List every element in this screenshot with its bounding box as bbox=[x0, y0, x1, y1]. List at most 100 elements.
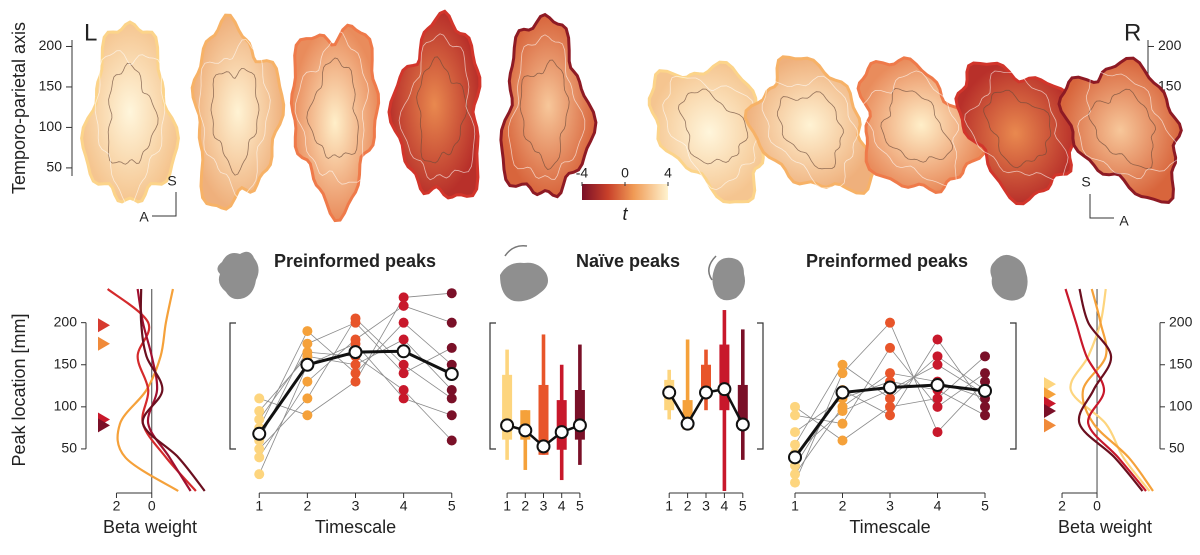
peak-point bbox=[398, 292, 409, 303]
peak-point bbox=[446, 288, 457, 299]
median-point bbox=[500, 418, 515, 433]
colorbar-label: t bbox=[622, 204, 628, 224]
brain-map bbox=[387, 9, 482, 200]
peak-point bbox=[885, 393, 895, 404]
peak-point bbox=[254, 393, 265, 404]
contour bbox=[416, 56, 468, 164]
iqr-box bbox=[701, 364, 711, 396]
beta-curve bbox=[1064, 288, 1147, 492]
mean-point bbox=[396, 344, 411, 359]
peak-point bbox=[837, 368, 848, 379]
iqr-box bbox=[682, 400, 693, 430]
orientation-axes bbox=[152, 192, 177, 217]
orientation-label: S bbox=[167, 173, 176, 189]
x-tick-label: 4 bbox=[934, 498, 942, 514]
rotation-arrow bbox=[708, 255, 717, 281]
x-axis-label: Timescale bbox=[849, 517, 930, 537]
contour bbox=[306, 57, 359, 159]
panel-title: Naïve peaks bbox=[576, 251, 680, 271]
iqr-box bbox=[737, 384, 748, 420]
y-tick-label: 150 bbox=[54, 355, 78, 371]
contour bbox=[398, 33, 476, 181]
peak-point bbox=[837, 435, 848, 446]
peak-point bbox=[446, 342, 457, 353]
peak-point bbox=[350, 376, 361, 387]
peak-point bbox=[932, 427, 943, 438]
contour bbox=[964, 70, 1069, 181]
peak-point bbox=[932, 393, 943, 404]
peak-point bbox=[837, 359, 848, 370]
mean-point bbox=[348, 345, 363, 360]
peak-point bbox=[837, 406, 848, 417]
peak-point bbox=[446, 393, 457, 404]
x-tick-label: 5 bbox=[448, 498, 456, 514]
peak-point bbox=[350, 313, 361, 324]
contour bbox=[662, 75, 758, 191]
x-tick-label: 0 bbox=[1093, 498, 1101, 514]
peak-point bbox=[932, 401, 943, 412]
median-point bbox=[662, 385, 677, 400]
median-point bbox=[572, 418, 587, 433]
brain-map bbox=[499, 12, 598, 199]
panel-title: Preinformed peaks bbox=[806, 251, 968, 271]
bracket bbox=[1010, 322, 1017, 450]
peak-point bbox=[932, 334, 943, 345]
iqr-box bbox=[574, 390, 585, 440]
mean-point bbox=[883, 380, 897, 395]
y-tick-label: 50 bbox=[61, 440, 77, 456]
y-tick-label: 150 bbox=[39, 78, 63, 94]
mean-point bbox=[252, 426, 267, 441]
mean-point bbox=[788, 450, 802, 465]
x-tick-label: 1 bbox=[255, 498, 263, 514]
hemisphere-label: L bbox=[84, 19, 97, 46]
bracket bbox=[489, 322, 496, 450]
bracket bbox=[229, 322, 236, 450]
brain-map bbox=[80, 20, 180, 204]
y-tick-label: 150 bbox=[1169, 355, 1193, 371]
mean-point bbox=[835, 385, 850, 400]
contour bbox=[1087, 88, 1157, 170]
x-tick-label: 2 bbox=[1058, 498, 1066, 514]
colorbar bbox=[582, 184, 668, 200]
x-tick-label: 3 bbox=[352, 498, 360, 514]
whisker bbox=[523, 410, 528, 470]
contour bbox=[880, 87, 954, 163]
x-tick-label: 2 bbox=[303, 498, 311, 514]
peak-marker bbox=[98, 318, 110, 333]
peak-point bbox=[837, 418, 848, 429]
median-point bbox=[518, 423, 533, 438]
peak-point bbox=[446, 410, 457, 421]
peak-point bbox=[885, 342, 895, 353]
peak-point bbox=[980, 401, 990, 412]
x-tick-label: 1 bbox=[791, 498, 799, 514]
peak-point bbox=[980, 368, 990, 379]
contour bbox=[860, 70, 960, 188]
x-axis-label: Beta weight bbox=[103, 517, 197, 537]
peak-point bbox=[980, 376, 990, 387]
median-point bbox=[536, 439, 551, 454]
peak-point bbox=[398, 393, 409, 404]
mean-point bbox=[444, 367, 459, 382]
x-tick-label: 1 bbox=[665, 498, 673, 514]
orientation-axes bbox=[1089, 194, 1114, 219]
peak-marker bbox=[98, 418, 110, 433]
peak-point bbox=[790, 401, 800, 412]
peak-point bbox=[254, 406, 265, 417]
x-tick-label: 5 bbox=[739, 498, 747, 514]
whisker bbox=[685, 339, 690, 430]
x-tick-label: 2 bbox=[684, 498, 692, 514]
bracket bbox=[757, 322, 764, 450]
y-tick-label: 200 bbox=[39, 37, 63, 53]
brain-map bbox=[647, 60, 771, 204]
peak-point bbox=[446, 385, 457, 395]
peak-point bbox=[790, 469, 800, 480]
contour bbox=[677, 88, 749, 165]
peak-point bbox=[254, 443, 265, 454]
median-point bbox=[717, 382, 732, 397]
peak-point bbox=[254, 469, 265, 480]
x-tick-label: 3 bbox=[702, 498, 710, 514]
hemisphere-label: R bbox=[1124, 19, 1141, 46]
brain-map bbox=[856, 56, 986, 194]
iqr-box bbox=[719, 344, 730, 411]
orientation-label: A bbox=[1119, 213, 1129, 229]
